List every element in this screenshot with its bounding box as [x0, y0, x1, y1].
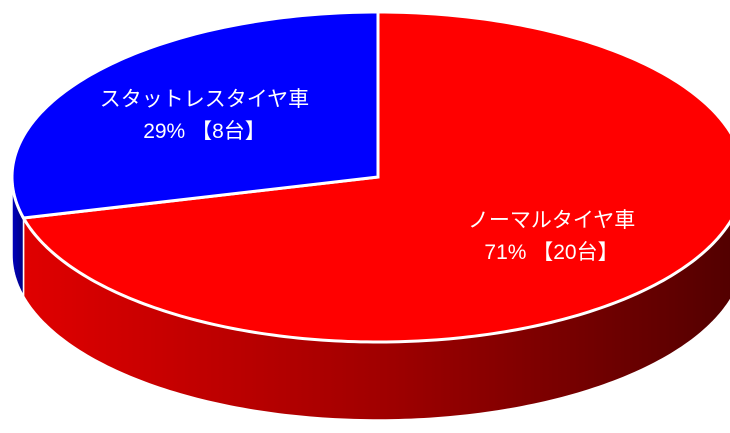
value-label: 71% 【20台】 [484, 241, 618, 264]
slice-label: ノーマルタイヤ車 [468, 209, 635, 232]
pie-slice [21, 10, 730, 344]
value-label: 29% 【8台】 [143, 120, 266, 143]
pie-slice [10, 10, 380, 220]
slice-label: スタットレスタイヤ車 [100, 88, 309, 111]
